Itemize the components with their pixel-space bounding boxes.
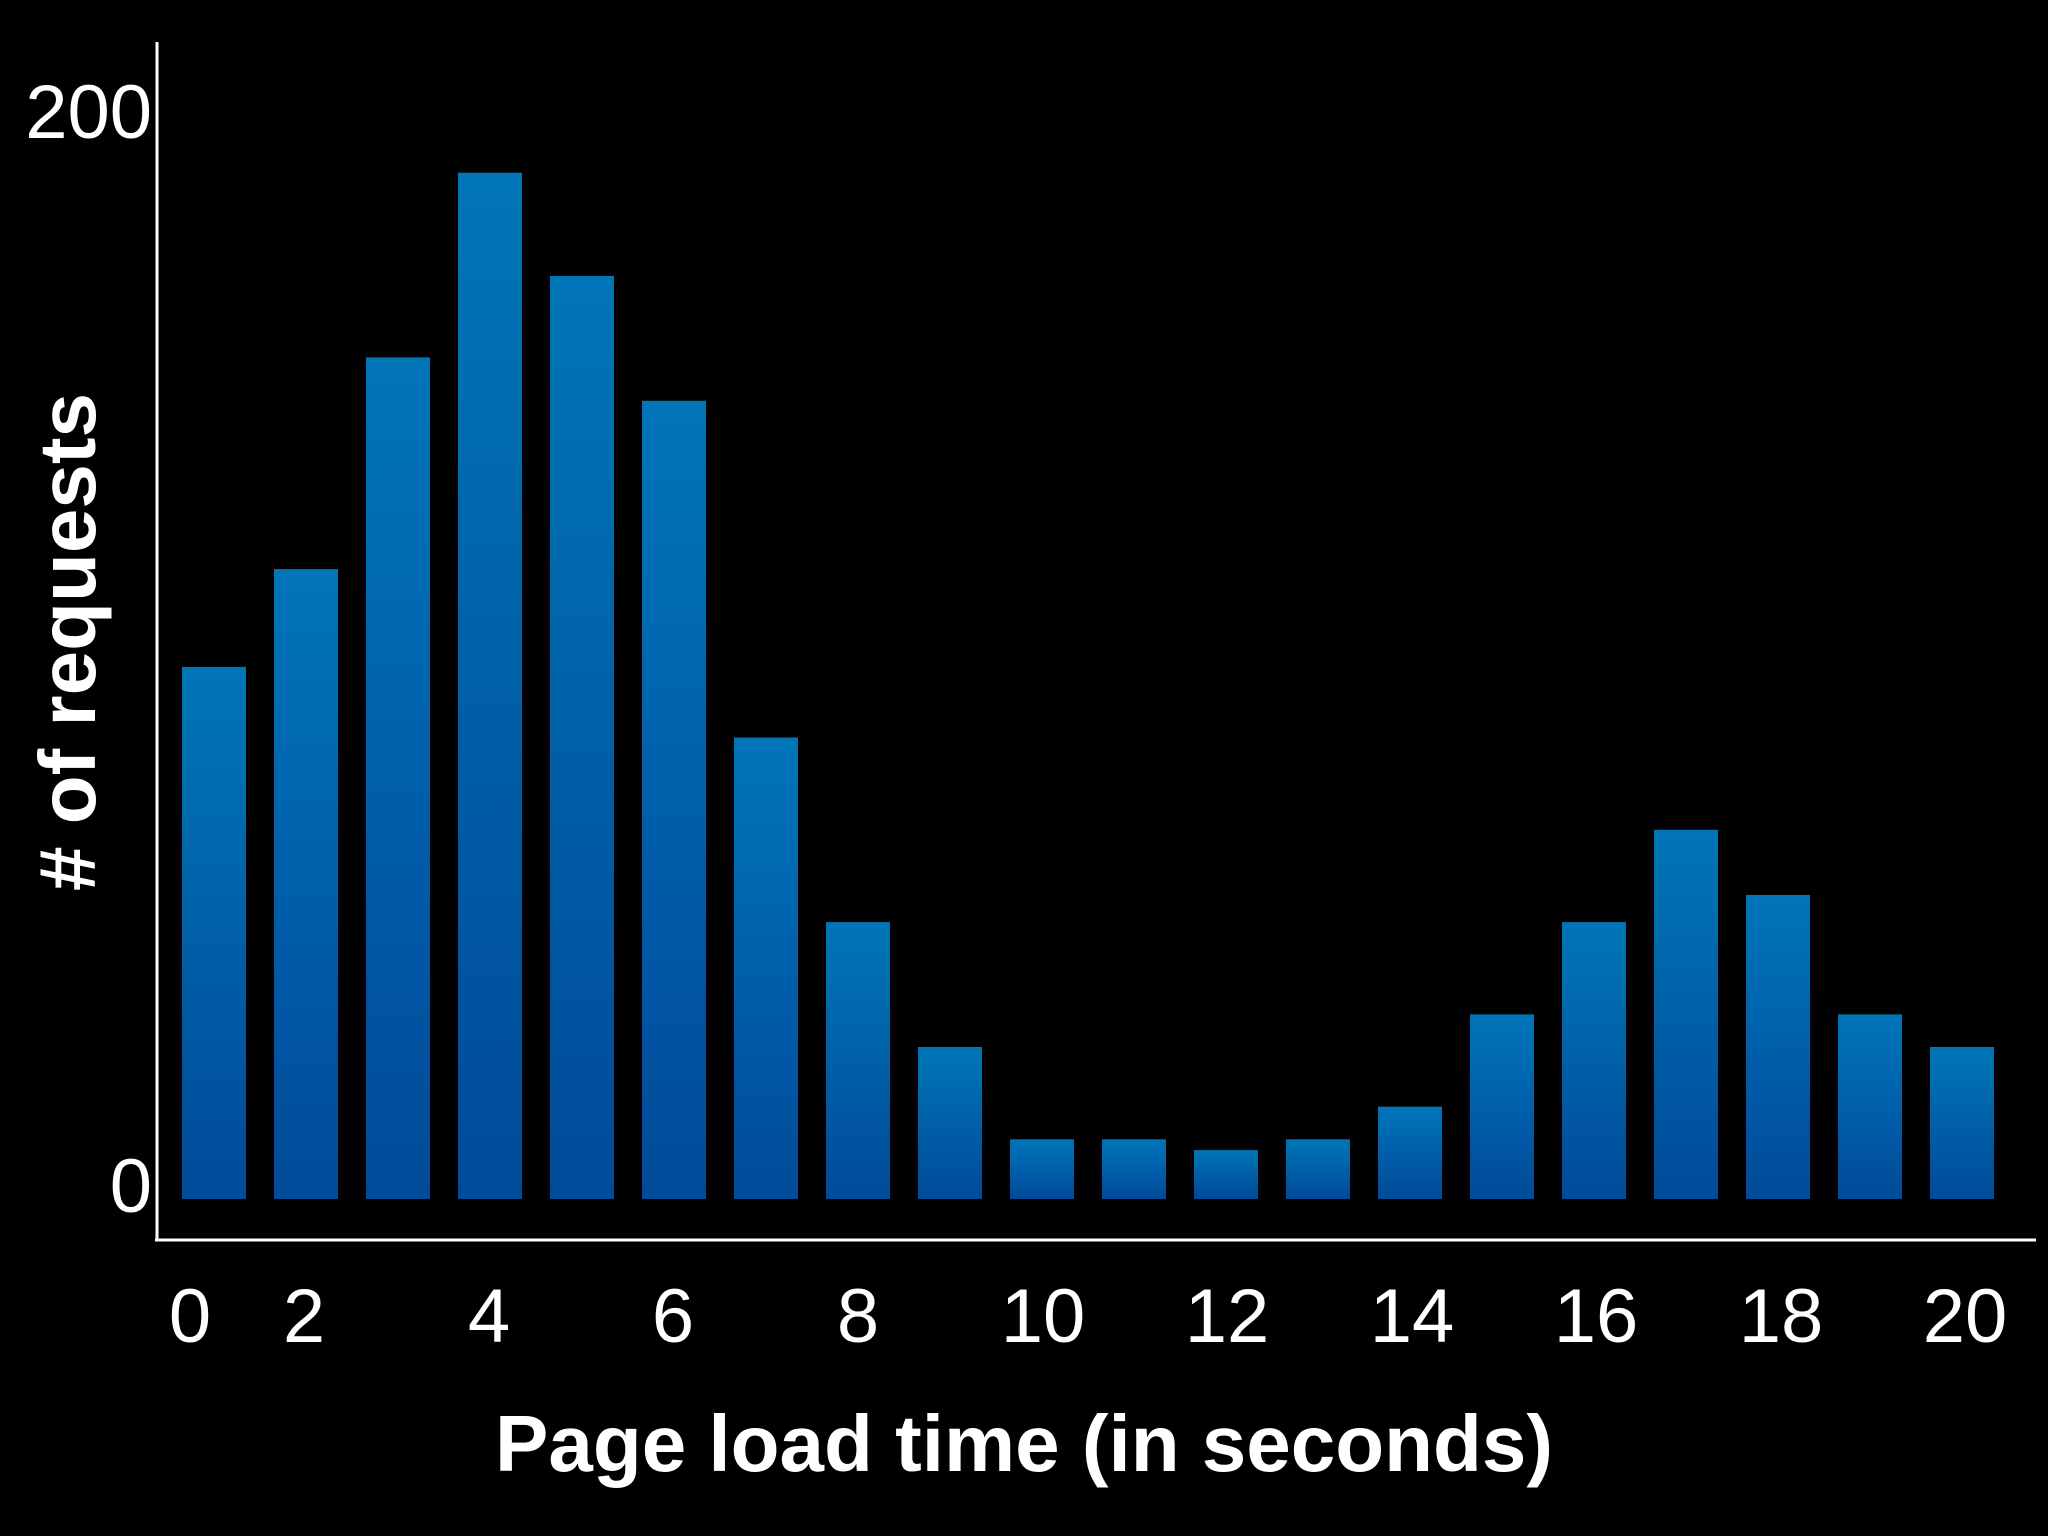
y-tick-label: 200 (25, 70, 152, 155)
x-tick-label: 8 (837, 1274, 879, 1359)
x-tick-label: 2 (283, 1274, 325, 1359)
bar (274, 569, 338, 1199)
bar (182, 666, 246, 1199)
bars (182, 172, 1994, 1200)
x-tick-label: 10 (1001, 1274, 1086, 1359)
bar (1286, 1139, 1350, 1199)
bar (826, 922, 890, 1199)
y-axis-title: # of requests (23, 393, 112, 891)
bar (1194, 1150, 1258, 1199)
bar (1102, 1139, 1166, 1199)
bar (550, 275, 614, 1199)
bar (918, 1047, 982, 1199)
x-tick-label: 4 (468, 1274, 510, 1359)
bar (1010, 1139, 1074, 1199)
bar (1930, 1047, 1994, 1199)
x-axis-title: Page load time (in seconds) (495, 1399, 1553, 1488)
bar (1470, 1014, 1534, 1199)
bar (366, 357, 430, 1199)
bar (1562, 922, 1626, 1199)
bar (642, 400, 706, 1199)
x-tick-label: 12 (1185, 1274, 1270, 1359)
x-tick-label: 6 (652, 1274, 694, 1359)
y-tick-label: 0 (110, 1144, 152, 1229)
bar (1838, 1014, 1902, 1199)
x-tick-label: 14 (1370, 1274, 1455, 1359)
x-tick-label: 16 (1554, 1274, 1639, 1359)
x-tick-label: 0 (169, 1274, 211, 1359)
bar (1746, 894, 1810, 1199)
x-tick-labels: 0 2 4 6 8 10 12 14 16 18 20 (169, 1274, 2007, 1359)
bar (734, 737, 798, 1199)
bar (458, 172, 522, 1200)
y-tick-labels: 0 200 (25, 70, 152, 1229)
x-tick-label: 20 (1923, 1274, 2008, 1359)
x-tick-label: 18 (1739, 1274, 1824, 1359)
bar (1654, 829, 1718, 1199)
bar (1378, 1106, 1442, 1199)
